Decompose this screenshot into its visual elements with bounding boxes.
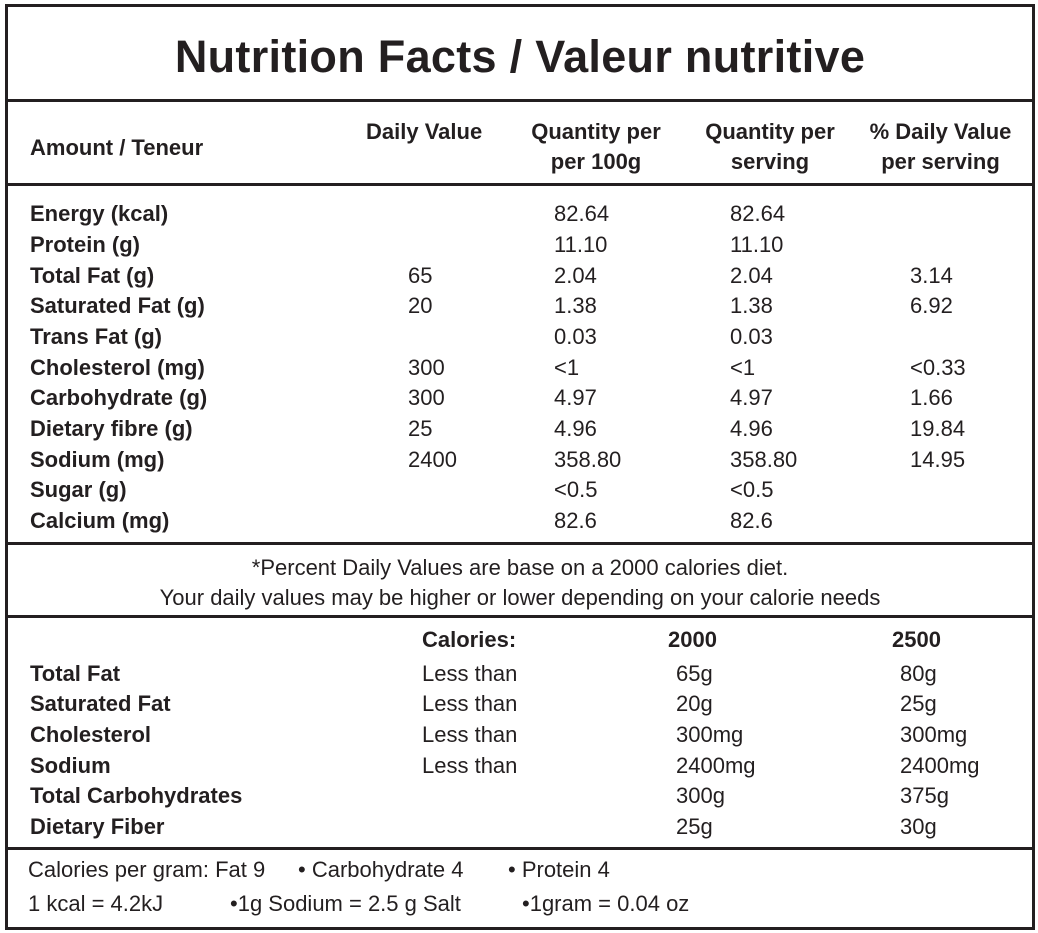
calories-label: Calories: [422, 627, 517, 652]
nutrient-per-100g: 4.96 [554, 416, 597, 441]
divider [8, 542, 1032, 545]
nutrient-pct-dv: <0.33 [910, 355, 966, 380]
reference-2500-value: 375g [900, 783, 949, 808]
header-qty-100g-line1: Quantity per [531, 119, 661, 144]
nutrient-per-serving: 2.04 [730, 263, 773, 288]
nutrient-per-serving: 82.64 [730, 201, 786, 226]
reference-2000-value: 65g [676, 661, 713, 686]
reference-nutrient: Cholesterol [30, 722, 152, 747]
reference-2000-value: 25g [676, 814, 713, 839]
nutrient-per-serving: 4.97 [730, 385, 773, 410]
reference-2000-value: 300g [676, 783, 725, 808]
divider [8, 183, 1032, 186]
header-qty-100g: Quantity per per 100g [516, 117, 676, 177]
reference-2000-value: 20g [676, 691, 713, 716]
reference-2500-value: 2400mg [900, 753, 980, 778]
reference-nutrient: Sodium [30, 753, 111, 778]
reference-2500-value: 300mg [900, 722, 968, 747]
footnote-line: Your daily values may be higher or lower… [159, 585, 881, 610]
nutrient-per-100g: 2.04 [554, 263, 597, 288]
header-qty-serving-line1: Quantity per [705, 119, 835, 144]
conversion-protein: • Protein 4 [508, 857, 610, 882]
nutrient-pct-dv: 1.66 [910, 385, 953, 410]
nutrient-daily-value: 300 [408, 355, 445, 380]
nutrient-name: Carbohydrate (g) [30, 385, 208, 410]
reference-qualifier: Less than [422, 753, 518, 778]
header-daily-value: Daily Value [366, 119, 483, 144]
header-pct-dv-line2: per serving [881, 149, 1000, 174]
divider [8, 99, 1032, 102]
nutrient-daily-value: 65 [408, 263, 433, 288]
nutrient-name: Protein (g) [30, 232, 140, 257]
conversion-calories-per-gram: Calories per gram: Fat 9 [28, 857, 266, 882]
nutrient-per-100g: 11.10 [554, 232, 608, 257]
header-pct-dv: % Daily Value per serving [858, 117, 1023, 177]
reference-nutrient: Dietary Fiber [30, 814, 165, 839]
nutrient-per-serving: <1 [730, 355, 756, 380]
divider [8, 615, 1032, 618]
conversion-kcal-kj: 1 kcal = 4.2kJ [28, 891, 164, 916]
nutrient-pct-dv: 6.92 [910, 293, 953, 318]
header-amount: Amount / Teneur [30, 135, 204, 160]
header-pct-dv-line1: % Daily Value [869, 119, 1012, 144]
nutrient-daily-value: 20 [408, 293, 433, 318]
nutrient-per-serving: <0.5 [730, 477, 774, 502]
reference-2000-value: 2400mg [676, 753, 756, 778]
nutrient-per-100g: <0.5 [554, 477, 598, 502]
nutrient-name: Dietary fibre (g) [30, 416, 193, 441]
nutrient-per-100g: 4.97 [554, 385, 597, 410]
reference-nutrient: Saturated Fat [30, 691, 171, 716]
label-title: Nutrition Facts / Valeur nutritive [174, 31, 866, 82]
nutrient-per-serving: 82.6 [730, 508, 773, 533]
column-2500-label: 2500 [892, 627, 941, 652]
nutrient-pct-dv: 14.95 [910, 447, 966, 472]
footnote-line: *Percent Daily Values are base on a 2000… [251, 555, 789, 580]
divider [8, 847, 1032, 850]
column-2000-label: 2000 [668, 627, 717, 652]
header-qty-serving: Quantity per serving [690, 117, 850, 177]
nutrient-name: Total Fat (g) [30, 263, 155, 288]
nutrient-name: Trans Fat (g) [30, 324, 163, 349]
nutrient-name: Cholesterol (mg) [30, 355, 205, 380]
nutrient-name: Saturated Fat (g) [30, 293, 205, 318]
nutrition-label: Nutrition Facts / Valeur nutritive Amoun… [5, 4, 1035, 930]
reference-2000-value: 300mg [676, 722, 744, 747]
nutrient-daily-value: 300 [408, 385, 445, 410]
header-qty-100g-line2: per 100g [550, 149, 642, 174]
nutrient-name: Energy (kcal) [30, 201, 169, 226]
nutrient-per-100g: 358.80 [554, 447, 622, 472]
reference-nutrient: Total Carbohydrates [30, 783, 243, 808]
nutrient-daily-value: 2400 [408, 447, 457, 472]
reference-qualifier: Less than [422, 661, 518, 686]
reference-2500-value: 80g [900, 661, 937, 686]
nutrient-pct-dv: 3.14 [910, 263, 953, 288]
nutrient-name: Sugar (g) [30, 477, 127, 502]
nutrient-per-100g: 1.38 [554, 293, 597, 318]
reference-2500-value: 25g [900, 691, 937, 716]
nutrient-per-serving: 358.80 [730, 447, 798, 472]
nutrient-per-serving: 4.96 [730, 416, 773, 441]
nutrient-pct-dv: 19.84 [910, 416, 966, 441]
reference-2500-value: 30g [900, 814, 937, 839]
nutrient-per-serving: 1.38 [730, 293, 773, 318]
nutrient-daily-value: 25 [408, 416, 433, 441]
nutrient-per-100g: 0.03 [554, 324, 597, 349]
nutrient-per-100g: 82.6 [554, 508, 597, 533]
nutrient-name: Sodium (mg) [30, 447, 165, 472]
header-qty-serving-line2: serving [730, 149, 810, 174]
conversion-sodium-salt: •1g Sodium = 2.5 g Salt [230, 891, 461, 916]
conversion-gram-oz: •1gram = 0.04 oz [522, 891, 690, 916]
reference-qualifier: Less than [422, 722, 518, 747]
nutrient-per-serving: 0.03 [730, 324, 773, 349]
conversion-carbohydrate: • Carbohydrate 4 [298, 857, 464, 882]
nutrient-per-100g: <1 [554, 355, 580, 380]
reference-nutrient: Total Fat [30, 661, 121, 686]
nutrient-per-100g: 82.64 [554, 201, 610, 226]
nutrient-per-serving: 11.10 [730, 232, 784, 257]
reference-qualifier: Less than [422, 691, 518, 716]
nutrient-name: Calcium (mg) [30, 508, 170, 533]
